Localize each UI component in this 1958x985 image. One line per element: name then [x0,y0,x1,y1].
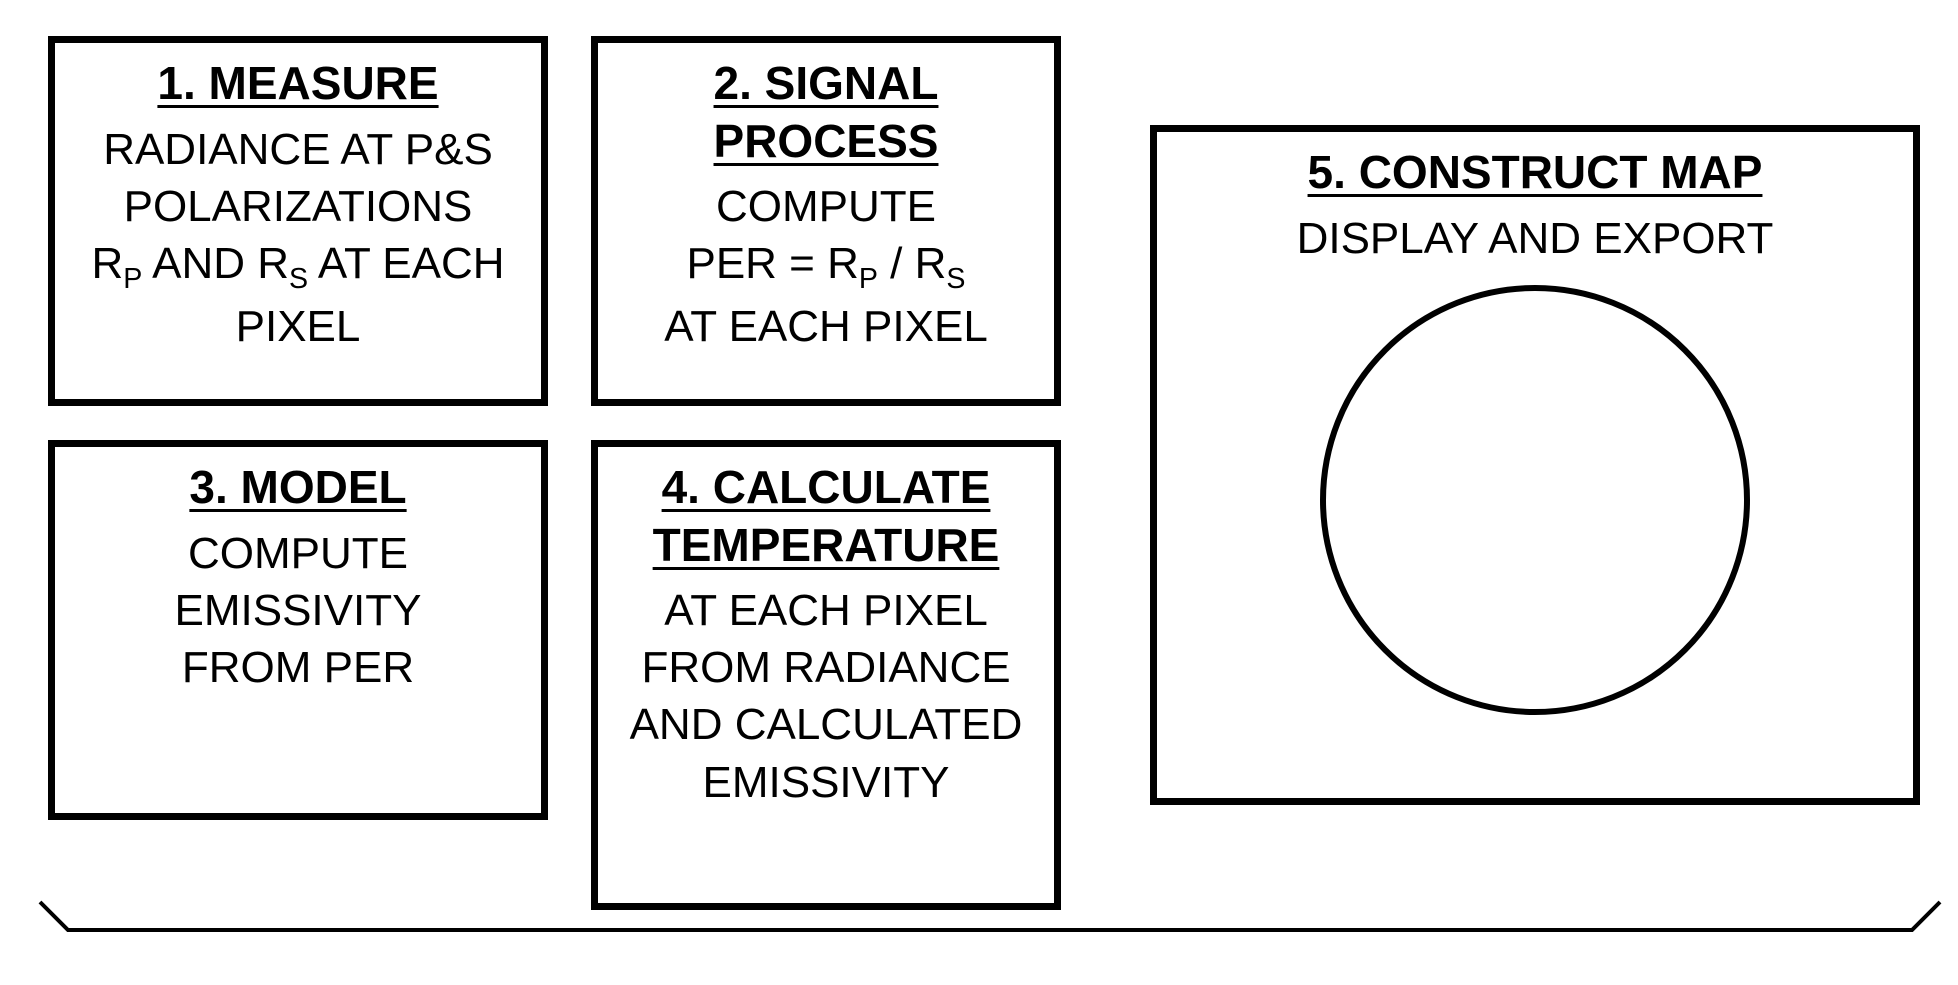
step-1-title: 1. MEASURE [157,55,438,113]
step-1-measure-box: 1. MEASURE RADIANCE AT P&S POLARIZATIONS… [48,36,548,406]
step-3-title: 3. MODEL [189,459,406,517]
step-5-body: DISPLAY AND EXPORT [1297,210,1774,267]
step-2-body: COMPUTEPER = RP / RSAT EACH PIXEL [664,178,988,355]
flow-diagram: 1. MEASURE RADIANCE AT P&S POLARIZATIONS… [20,20,1938,945]
step-5-title: 5. CONSTRUCT MAP [1308,144,1763,202]
step-5-construct-map-box: 5. CONSTRUCT MAP DISPLAY AND EXPORT [1150,125,1920,805]
map-circle-icon [1320,285,1750,715]
step-1-body: RADIANCE AT P&S POLARIZATIONSRP AND RS A… [63,121,533,356]
step-2-signal-process-box: 2. SIGNAL PROCESS COMPUTEPER = RP / RSAT… [591,36,1061,406]
step-3-body: COMPUTEEMISSIVITYFROM PER [175,525,422,697]
step-3-model-box: 3. MODEL COMPUTEEMISSIVITYFROM PER [48,440,548,820]
step-4-title: 4. CALCULATE TEMPERATURE [606,459,1046,574]
step-4-calculate-temperature-box: 4. CALCULATE TEMPERATURE AT EACH PIXEL F… [591,440,1061,910]
step-2-title: 2. SIGNAL PROCESS [606,55,1046,170]
step-4-body: AT EACH PIXEL FROM RADIANCE AND CALCULAT… [606,582,1046,811]
